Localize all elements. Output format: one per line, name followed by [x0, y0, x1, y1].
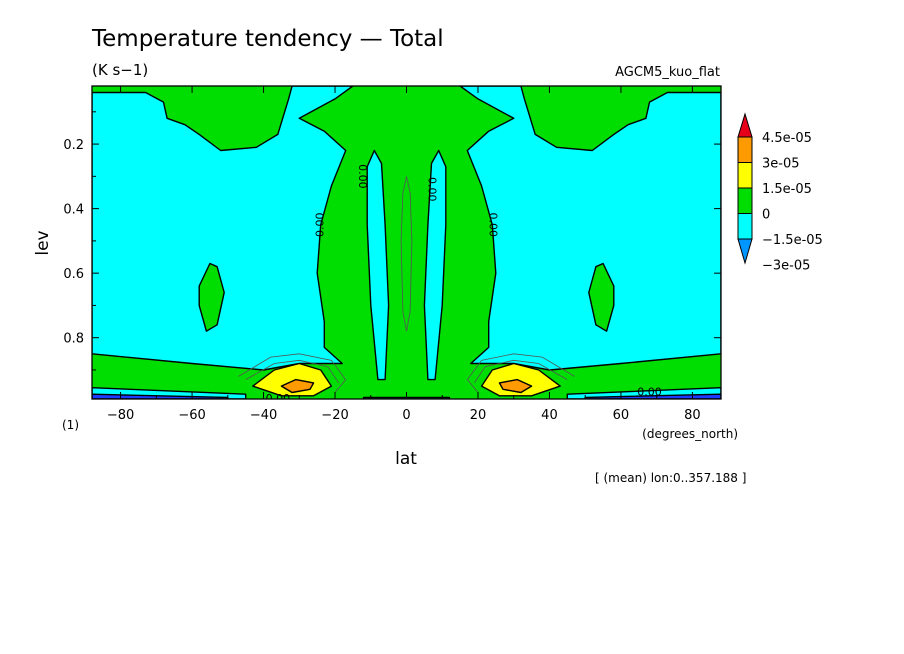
experiment-label: AGCM5_kuo_flat: [615, 65, 720, 80]
x-tick-label: −20: [321, 408, 348, 423]
contour-value-label: 0.00: [266, 392, 291, 405]
y-tick-label: 0.2: [63, 138, 84, 153]
y-axis: 0.2 0.4 0.6 0.8: [63, 111, 721, 371]
colorbar-swatch: [737, 187, 753, 214]
x-axis-label: lat: [395, 449, 417, 469]
contour-region-cyan: [92, 86, 354, 371]
x-tick-label: 80: [684, 408, 701, 423]
contour-regions: [92, 86, 721, 399]
contour-value-label: 0.00: [426, 177, 439, 202]
contour-lines: [238, 176, 575, 393]
colorbar-top-arrow: [737, 112, 753, 138]
contour-region-yellow: [480, 362, 561, 397]
contour-value-label: 0.00: [637, 386, 662, 399]
x-tick-label: −40: [250, 408, 277, 423]
panel-index: (1): [62, 418, 79, 432]
contour-value-label: 0.00: [314, 213, 327, 238]
chart-units: (K s−1): [92, 61, 148, 79]
contour-line: [400, 176, 413, 332]
colorbar-label: −1.5e-05: [762, 233, 823, 248]
contour-region-yellow: [252, 362, 333, 397]
colorbar-legend: 4.5e-05 3e-05 1.5e-05 0 −1.5e-05 −3e-05: [737, 112, 823, 274]
contour-labels: 0.00 0.00 0.00 0.00 0.00 0.00: [266, 164, 662, 405]
contour-region-orange: [280, 378, 315, 394]
x-axis: −80 −60 −40 −20 0 20 40 60 80: [107, 86, 701, 423]
contour-region-blue: [584, 393, 721, 399]
y-tick-label: 0.6: [63, 267, 84, 282]
colorbar-label: 3e-05: [762, 157, 800, 172]
contour-region-green: [198, 262, 225, 332]
contour-region-cyan: [423, 149, 447, 381]
colorbar-swatch: [737, 162, 753, 189]
contour-line: [245, 359, 339, 384]
averaging-note: [ (mean) lon:0..357.188 ]: [595, 471, 746, 485]
x-tick-label: 40: [541, 408, 558, 423]
colorbar-swatch: [737, 213, 753, 240]
colorbar-label: 0: [762, 208, 770, 223]
contour-region-cyan: [459, 86, 721, 371]
chart-title: Temperature tendency — Total: [91, 26, 444, 52]
colorbar-label: 4.5e-05: [762, 131, 812, 146]
x-tick-label: −60: [178, 408, 205, 423]
y-axis-label: lev: [33, 230, 53, 255]
contour-value-label: 0.00: [486, 213, 499, 238]
x-tick-label: 60: [613, 408, 630, 423]
y-tick-label: 0.8: [63, 332, 84, 347]
x-axis-units: (degrees_north): [642, 427, 738, 441]
colorbar-label: −3e-05: [762, 259, 810, 274]
colorbar-bottom-arrow: [737, 238, 753, 265]
y-tick-label: 0.4: [63, 203, 84, 218]
contour-value-label: 0.00: [356, 164, 369, 189]
x-tick-label: −80: [107, 408, 134, 423]
contour-region-orange: [498, 378, 533, 394]
plot-area: 0.00 0.00 0.00 0.00 0.00 0.00: [92, 86, 721, 405]
contour-region-cyan: [366, 149, 390, 381]
contour-region-green: [588, 262, 615, 332]
colorbar-swatch: [737, 136, 753, 163]
colorbar-label: 1.5e-05: [762, 182, 812, 197]
contour-line: [238, 353, 347, 393]
x-tick-label: 0: [402, 408, 410, 423]
x-tick-label: 20: [470, 408, 487, 423]
contour-region-blue: [92, 393, 229, 399]
contour-line: [466, 353, 575, 393]
contour-line: [474, 359, 568, 384]
